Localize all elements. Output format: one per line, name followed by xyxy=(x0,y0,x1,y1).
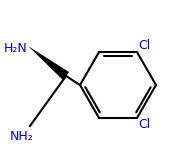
Text: H₂N: H₂N xyxy=(4,42,28,55)
Text: NH₂: NH₂ xyxy=(10,130,34,143)
Text: Cl: Cl xyxy=(138,39,150,52)
Polygon shape xyxy=(28,46,69,80)
Text: Cl: Cl xyxy=(138,118,150,131)
